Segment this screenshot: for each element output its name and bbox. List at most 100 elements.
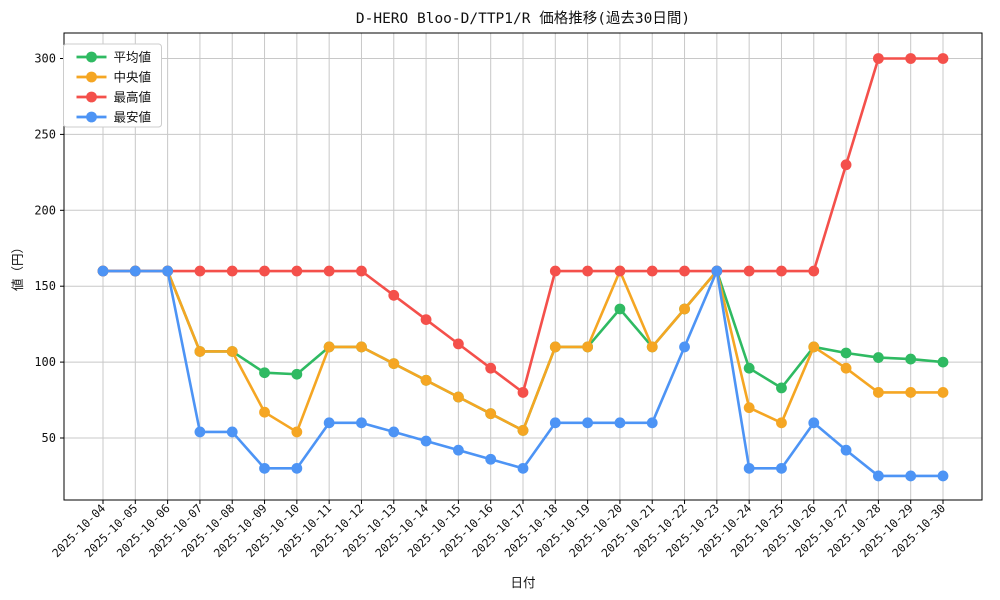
data-point-median bbox=[937, 387, 949, 398]
y-tick-label: 300 bbox=[34, 52, 56, 66]
chart-title: D-HERO Bloo-D/TTP1/R 価格推移(過去30日間) bbox=[356, 10, 690, 27]
data-point-median bbox=[485, 408, 497, 420]
data-point-median bbox=[259, 406, 270, 418]
data-point-max bbox=[291, 265, 303, 277]
legend-item-label: 最安値 bbox=[114, 110, 152, 125]
y-tick-label: 50 bbox=[42, 431, 56, 445]
data-point-min bbox=[549, 417, 561, 429]
series-layer bbox=[97, 53, 949, 482]
data-point-min bbox=[485, 453, 497, 465]
data-point-max bbox=[808, 265, 820, 277]
y-tick-label: 150 bbox=[34, 279, 56, 293]
legend-item-label: 平均値 bbox=[114, 50, 152, 65]
data-point-median bbox=[549, 341, 561, 353]
data-point-median bbox=[872, 387, 884, 398]
data-point-median bbox=[840, 362, 852, 374]
data-point-max bbox=[485, 362, 497, 374]
data-point-median bbox=[776, 417, 787, 429]
data-point-median bbox=[808, 341, 820, 353]
y-axis-label: 値（円） bbox=[10, 241, 25, 291]
data-point-max bbox=[517, 387, 529, 398]
legend-marker bbox=[86, 91, 97, 103]
data-point-min bbox=[452, 444, 464, 456]
data-point-min bbox=[937, 470, 949, 482]
data-point-median bbox=[679, 303, 690, 315]
data-point-median bbox=[646, 341, 658, 353]
data-point-min bbox=[194, 426, 206, 438]
data-point-max bbox=[776, 265, 787, 277]
data-point-min bbox=[420, 435, 432, 447]
y-tick-label: 200 bbox=[34, 203, 56, 217]
data-point-average bbox=[614, 303, 626, 315]
data-point-average bbox=[840, 347, 852, 359]
data-point-min bbox=[162, 265, 174, 277]
legend-item-min: 最安値 bbox=[76, 110, 152, 125]
data-point-max bbox=[549, 265, 561, 277]
legend-item-label: 最高値 bbox=[114, 90, 152, 105]
data-point-max bbox=[937, 53, 949, 64]
data-point-max bbox=[582, 265, 594, 277]
data-point-min bbox=[872, 470, 884, 482]
legend-item-average: 平均値 bbox=[76, 50, 152, 65]
data-point-min bbox=[129, 265, 141, 277]
data-point-max bbox=[614, 265, 626, 277]
data-point-average bbox=[872, 352, 884, 363]
data-point-min bbox=[840, 444, 852, 456]
data-point-min bbox=[776, 462, 787, 474]
data-point-max bbox=[323, 265, 335, 277]
legend-item-label: 中央値 bbox=[114, 70, 152, 85]
legend-box bbox=[63, 43, 162, 128]
data-point-min bbox=[226, 426, 238, 438]
data-point-min bbox=[711, 265, 723, 277]
data-point-median bbox=[582, 341, 594, 353]
data-point-median bbox=[323, 341, 335, 353]
data-point-median bbox=[194, 346, 206, 357]
data-point-average bbox=[905, 353, 917, 365]
data-point-max bbox=[679, 265, 690, 277]
y-tick-label: 250 bbox=[34, 127, 56, 141]
data-point-median bbox=[452, 391, 464, 403]
data-point-median bbox=[356, 341, 367, 353]
legend-marker bbox=[86, 111, 97, 123]
data-point-median bbox=[291, 426, 303, 438]
series-median-line bbox=[97, 265, 949, 438]
data-point-max bbox=[452, 338, 464, 350]
data-point-max bbox=[388, 289, 400, 301]
data-point-average bbox=[937, 356, 949, 368]
data-point-max bbox=[420, 314, 432, 325]
data-point-min bbox=[291, 462, 303, 474]
data-point-min bbox=[905, 470, 917, 482]
data-point-min bbox=[614, 417, 626, 429]
data-point-median bbox=[226, 346, 238, 357]
data-point-median bbox=[905, 387, 917, 398]
data-point-min bbox=[808, 417, 820, 429]
data-point-average bbox=[776, 382, 787, 394]
data-point-min bbox=[582, 417, 594, 429]
legend-item-median: 中央値 bbox=[76, 70, 152, 85]
data-point-max bbox=[194, 265, 206, 277]
data-point-average bbox=[743, 362, 755, 374]
data-point-min bbox=[679, 341, 690, 353]
data-point-min bbox=[356, 417, 367, 429]
data-point-min bbox=[259, 462, 270, 474]
data-point-median bbox=[517, 425, 529, 436]
data-point-max bbox=[905, 53, 917, 64]
x-axis-label: 日付 bbox=[510, 575, 535, 590]
data-point-max bbox=[356, 265, 367, 277]
series-min-line bbox=[97, 265, 949, 482]
data-point-max bbox=[840, 159, 852, 171]
data-point-max bbox=[646, 265, 658, 277]
legend-marker bbox=[86, 51, 97, 63]
legend-item-max: 最高値 bbox=[76, 90, 152, 105]
data-point-min bbox=[517, 462, 529, 474]
legend-marker bbox=[86, 71, 97, 83]
data-point-min bbox=[323, 417, 335, 429]
data-point-min bbox=[743, 462, 755, 474]
data-point-average bbox=[291, 368, 303, 380]
data-point-median bbox=[743, 402, 755, 414]
data-point-min bbox=[646, 417, 658, 429]
data-point-median bbox=[420, 374, 432, 386]
data-point-average bbox=[259, 367, 270, 379]
data-point-max bbox=[226, 265, 238, 277]
